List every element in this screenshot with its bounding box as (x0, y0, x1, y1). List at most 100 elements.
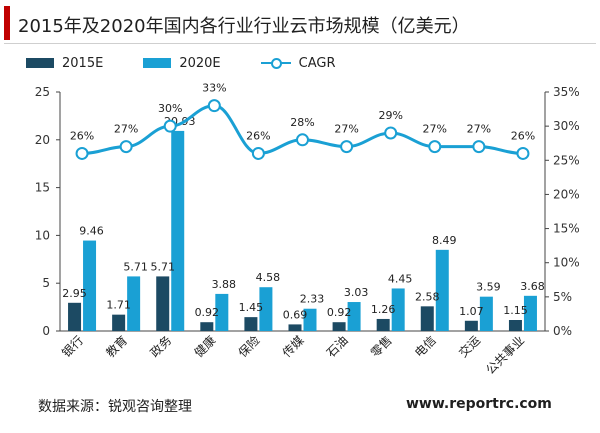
y2-tick-label: 35% (553, 85, 580, 99)
x-category-label: 银行 (59, 333, 86, 360)
x-category-label: 健康 (191, 333, 219, 361)
legend-label-2015: 2015E (62, 55, 104, 71)
bar-2015 (244, 317, 258, 331)
cagr-point (516, 146, 530, 160)
data-label-2020: 3.68 (520, 280, 545, 293)
cagr-label: 27% (334, 123, 358, 136)
cagr-point (428, 140, 442, 154)
data-label-2020: 5.71 (123, 260, 148, 273)
bar-2015 (376, 318, 390, 331)
bar-2020 (127, 276, 141, 331)
y-tick-label: 15 (35, 181, 50, 195)
bar-2015 (508, 320, 522, 331)
x-category-label: 教育 (103, 333, 131, 361)
data-label-2020: 3.03 (344, 286, 369, 299)
legend-label-cagr: CAGR (298, 55, 336, 71)
legend-item-2020: 2020E (143, 55, 221, 71)
cagr-label: 26% (246, 129, 270, 142)
chart-title: 2015年及2020年国内各行业行业云市场规模（亿美元） (18, 16, 470, 37)
y-tick-label: 20 (35, 133, 50, 147)
bar-2015 (332, 322, 346, 331)
data-label-2020: 8.49 (432, 234, 457, 247)
cagr-point (472, 140, 486, 154)
data-label-2015: 0.92 (327, 306, 352, 319)
y-tick-label: 25 (35, 85, 50, 99)
legend-swatch-2020 (143, 58, 172, 68)
legend-item-cagr: CAGR (260, 55, 336, 71)
bar-2020 (215, 293, 229, 331)
legend-swatch-2015 (26, 58, 54, 68)
y2-tick-label: 25% (553, 153, 580, 167)
bar-2020 (83, 240, 97, 331)
cagr-label: 27% (423, 123, 447, 136)
data-label-2015: 1.26 (371, 303, 396, 316)
data-label-2020: 4.45 (388, 272, 413, 285)
title-accent-bar (4, 6, 10, 40)
y2-tick-label: 5% (553, 290, 572, 304)
bar-2015 (464, 320, 478, 331)
cagr-label: 30% (158, 102, 182, 115)
data-source: 数据来源：锐观咨询整理 (38, 399, 192, 415)
x-category-label: 保险 (235, 333, 263, 361)
x-category-label: 交运 (455, 333, 483, 361)
cagr-point (340, 140, 354, 154)
bar-2020 (435, 249, 449, 331)
legend-swatch-cagr (260, 57, 291, 69)
data-label-2015: 2.95 (62, 287, 87, 300)
legend: 2015E 2020E CAGR (26, 52, 375, 74)
legend-label-2020: 2020E (179, 55, 221, 71)
cagr-point (296, 133, 309, 147)
website-url[interactable]: www.reportrc.com (406, 396, 552, 412)
cagr-label: 33% (202, 82, 226, 95)
data-label-2015: 1.71 (106, 299, 131, 312)
cagr-point (119, 140, 133, 154)
bar-2020 (259, 287, 273, 331)
data-label-2020: 9.46 (79, 225, 104, 238)
y-tick-label: 0 (42, 324, 50, 338)
bar-2015 (420, 306, 434, 331)
data-label-2015: 5.71 (150, 260, 175, 273)
bar-2015 (68, 302, 82, 331)
bar-2020 (303, 308, 317, 331)
bar-2020 (391, 288, 405, 331)
cagr-point (384, 126, 398, 140)
cagr-label: 26% (511, 129, 535, 142)
y2-tick-label: 10% (553, 256, 580, 270)
y2-tick-label: 30% (553, 119, 580, 133)
data-label-2015: 1.45 (239, 301, 264, 314)
bar-2020 (479, 296, 493, 331)
x-category-label: 石油 (324, 333, 351, 360)
bar-2015 (200, 322, 214, 331)
cagr-label: 28% (290, 116, 314, 129)
cagr-point (207, 99, 221, 113)
data-label-2015: 0.92 (195, 306, 220, 319)
cagr-label: 26% (70, 129, 94, 142)
cagr-label: 27% (467, 123, 491, 136)
data-label-2020: 3.88 (212, 278, 237, 291)
x-category-label: 传媒 (279, 333, 307, 361)
cagr-label: 27% (114, 123, 138, 136)
data-label-2020: 2.33 (300, 293, 325, 306)
cagr-point (163, 119, 177, 133)
bar-2020 (523, 295, 537, 331)
bar-2015 (288, 324, 302, 331)
y-tick-label: 10 (35, 228, 50, 242)
title-divider (4, 43, 596, 44)
y2-tick-label: 15% (553, 222, 580, 236)
bar-2015 (156, 276, 170, 331)
bar-2020 (347, 302, 361, 331)
x-category-label: 政务 (147, 333, 175, 361)
data-label-2015: 1.15 (503, 304, 528, 317)
cagr-label: 29% (378, 109, 402, 122)
cagr-point (251, 146, 265, 160)
y2-tick-label: 0% (553, 324, 572, 338)
x-category-label: 公共事业 (483, 333, 527, 377)
x-category-label: 电信 (412, 333, 439, 360)
data-label-2020: 3.59 (476, 281, 501, 294)
bar-2020 (171, 130, 185, 331)
data-label-2015: 1.07 (459, 305, 484, 318)
data-label-2015: 0.69 (283, 308, 308, 321)
x-category-label: 零售 (367, 333, 395, 361)
